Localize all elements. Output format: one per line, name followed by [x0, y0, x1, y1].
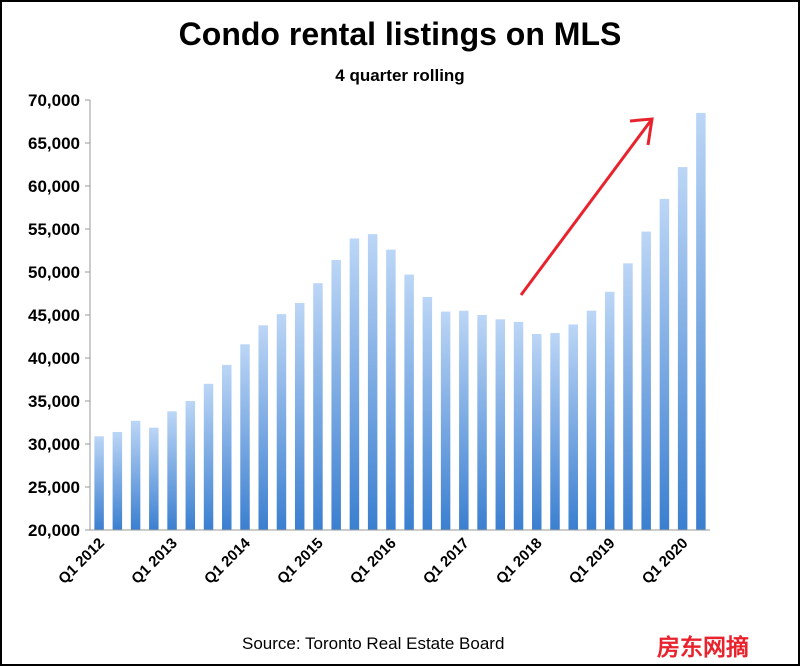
bar-q2-2012: [112, 431, 123, 530]
bar-q1-2017: [459, 310, 469, 530]
bar-q4-2016: [440, 311, 451, 530]
chart-title: Condo rental listings on MLS: [178, 16, 622, 52]
bar-q2-2019: [623, 263, 633, 530]
bar-q2-2018: [550, 333, 560, 530]
y-tick-label: 35,000: [28, 392, 80, 411]
bar-q2-2014: [258, 325, 268, 530]
y-tick-label: 70,000: [28, 91, 80, 110]
trend-arrow: [519, 118, 654, 296]
bar-q1-2015: [313, 283, 323, 530]
bar-q2-2016: [404, 274, 414, 530]
y-tick-label: 45,000: [28, 306, 80, 325]
y-tick-label: 20,000: [28, 521, 80, 540]
bar-q1-2013: [167, 411, 177, 530]
y-tick-label: 25,000: [28, 478, 80, 497]
x-tick-label: Q1 2017: [420, 535, 473, 588]
x-tick-label: Q1 2018: [493, 535, 546, 588]
bar-q1-2016: [386, 249, 396, 530]
chart-subtitle: 4 quarter rolling: [335, 66, 465, 85]
bar-q1-2019: [604, 291, 615, 530]
x-tick-label: Q1 2014: [201, 534, 254, 587]
bar-q4-2019: [659, 198, 670, 530]
bar-q3-2015: [349, 238, 360, 530]
bar-q3-2012: [130, 420, 141, 530]
bar-q3-2017: [495, 319, 506, 530]
bar-q4-2013: [222, 364, 232, 530]
x-axis: Q1 2012 Q1 2013 Q1 2014 Q1 2015 Q1 2016 Q1 20…: [55, 529, 710, 588]
bar-q1-2012: [94, 436, 104, 530]
bar-q3-2013: [203, 383, 214, 530]
y-tick-label: 55,000: [28, 220, 80, 239]
bar-q4-2017: [513, 321, 524, 530]
bar-q3-2016: [422, 296, 433, 530]
y-tick-label: 30,000: [28, 435, 80, 454]
x-tick-label: Q1 2020: [639, 535, 692, 588]
x-tick-label: Q1 2019: [566, 535, 619, 588]
y-tick-label: 60,000: [28, 177, 80, 196]
bar-q3-2014: [276, 314, 287, 530]
bar-q4-2018: [586, 310, 597, 530]
bar-q2-2017: [477, 315, 487, 530]
y-tick-label: 40,000: [28, 349, 80, 368]
trend-arrow-head: [629, 117, 654, 146]
bar-q1-2018: [532, 333, 542, 530]
source-note: Source: Toronto Real Estate Board: [242, 634, 505, 653]
x-tick-label: Q1 2012: [55, 535, 108, 588]
x-tick-label: Q1 2013: [128, 535, 181, 588]
bar-q3-2018: [568, 324, 578, 530]
y-tick-label: 65,000: [28, 134, 80, 153]
bar-q2-2013: [185, 401, 196, 530]
bar-q3-2019: [641, 231, 651, 530]
y-axis: 20,000 25,000 30,000 35,000 40,000 45,000 50,0…: [28, 91, 91, 540]
bar-q2-2015: [331, 259, 341, 530]
y-tick-label: 50,000: [28, 263, 80, 282]
bar-q1-2020: [677, 167, 688, 530]
bars: [94, 112, 706, 531]
bar-q2-2020: [696, 112, 706, 531]
watermark-logo: 房东网摘: [657, 635, 749, 661]
x-tick-label: Q1 2016: [347, 535, 400, 588]
bar-q4-2012: [149, 427, 159, 530]
bar-q1-2014: [240, 344, 250, 530]
bar-q4-2014: [294, 302, 305, 530]
bar-q4-2015: [367, 234, 378, 530]
x-tick-label: Q1 2015: [274, 535, 327, 588]
